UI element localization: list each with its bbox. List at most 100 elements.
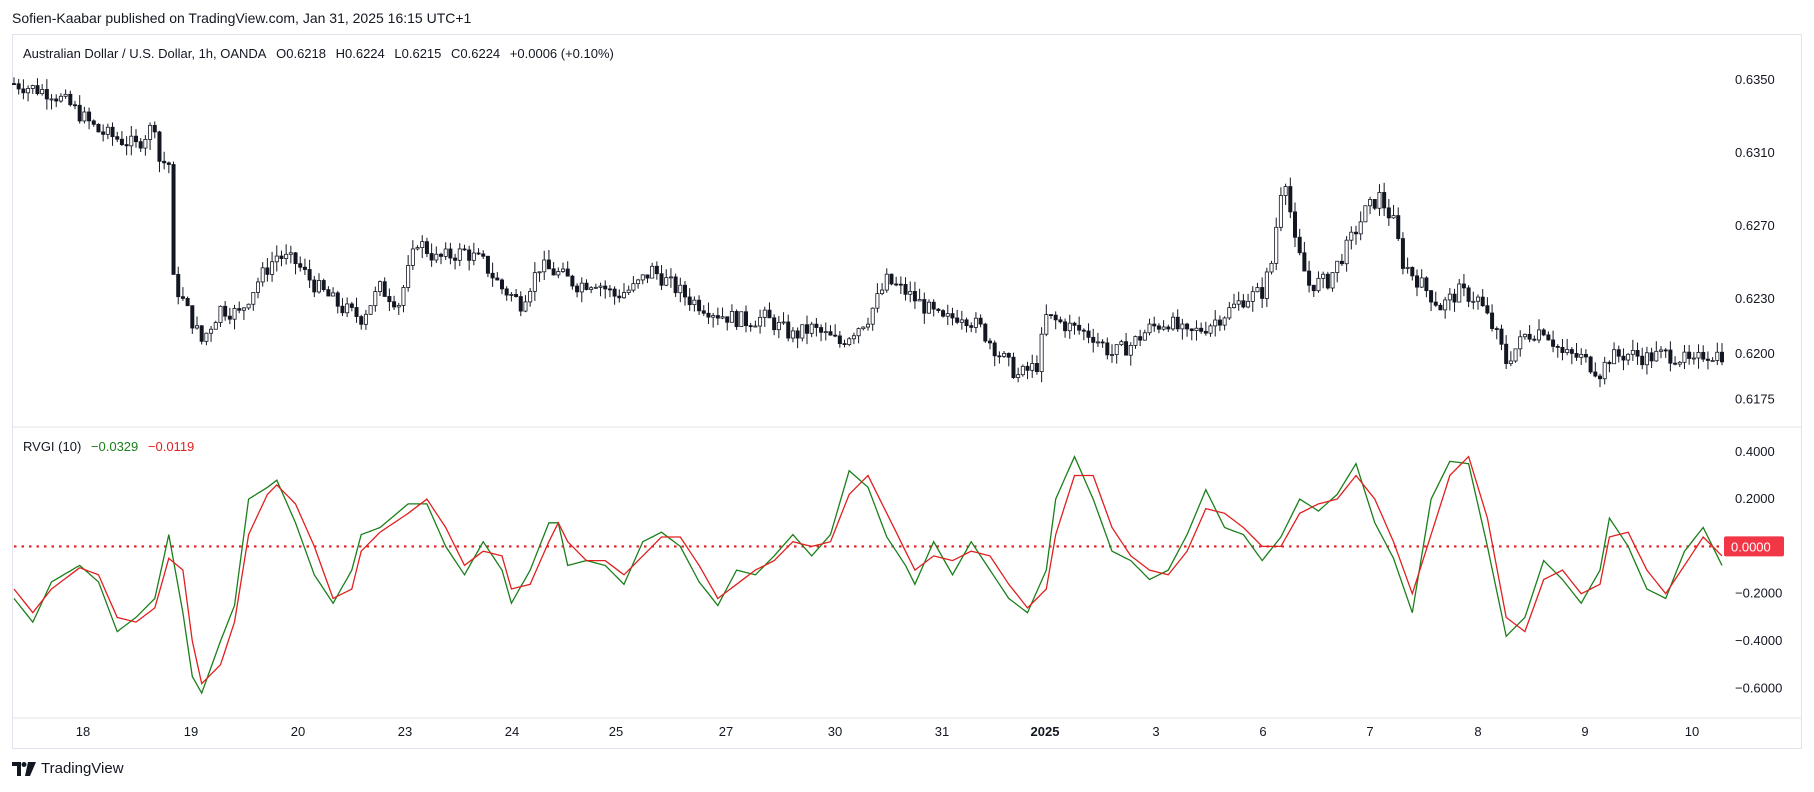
candle [964, 317, 969, 333]
candle [1358, 211, 1363, 241]
candle [190, 305, 195, 334]
indicator-title[interactable]: RVGI (10) [23, 439, 82, 454]
symbol-title[interactable]: Australian Dollar / U.S. Dollar, 1h, OAN… [23, 46, 267, 61]
candle [1185, 322, 1190, 337]
candle [1147, 318, 1152, 336]
candle [293, 251, 298, 275]
candle [227, 307, 232, 325]
candle [1705, 351, 1710, 370]
candle [1100, 339, 1105, 348]
candle [115, 131, 120, 143]
tradingview-logo[interactable]: TradingView [12, 760, 124, 777]
candle [546, 249, 551, 270]
candle [21, 79, 26, 100]
candle [1579, 348, 1584, 365]
candle [617, 289, 622, 303]
candle [1175, 309, 1180, 332]
candle [847, 336, 852, 347]
time-tick-label: 24 [505, 724, 519, 739]
candle [1354, 225, 1359, 245]
time-tick-label: 8 [1474, 724, 1481, 739]
candle [664, 269, 669, 287]
candle [284, 244, 289, 265]
candle [1626, 353, 1631, 366]
candle [1630, 339, 1635, 362]
candle [1325, 271, 1330, 290]
candle [570, 274, 575, 290]
candle [1555, 344, 1560, 358]
candle [1288, 177, 1293, 219]
time-tick-label: 19 [184, 724, 198, 739]
price-tick-label: 0.6310 [1735, 145, 1775, 160]
candle [1363, 205, 1368, 223]
candle [842, 339, 847, 348]
time-tick-label: 3 [1152, 724, 1159, 739]
candle [406, 255, 411, 292]
candle [781, 312, 786, 325]
candle [673, 273, 678, 297]
candle [1297, 228, 1302, 256]
candle [1438, 303, 1443, 311]
candle [255, 277, 260, 299]
candle [1569, 347, 1574, 365]
candle [1335, 260, 1340, 283]
time-axis: 18 19 20 23 24 25 27 30 31 2025 3 6 7 8 9 10 [76, 724, 1699, 739]
signal-value: −0.0119 [147, 439, 195, 454]
candle [133, 129, 138, 148]
candle [1339, 253, 1344, 266]
candle [148, 122, 153, 150]
candle [1527, 325, 1532, 343]
candle [1086, 323, 1091, 344]
candle [711, 312, 716, 328]
candle [1241, 294, 1246, 309]
candle [1368, 196, 1373, 215]
rvgi-tick-label: −0.6000 [1735, 680, 1782, 695]
candle [1551, 330, 1556, 353]
candle [1607, 360, 1612, 373]
candle [1227, 301, 1232, 321]
candle [518, 291, 523, 317]
candle [1278, 187, 1283, 232]
candle [1598, 373, 1603, 388]
candle [1659, 346, 1664, 359]
candle [1710, 357, 1715, 362]
candle [54, 94, 59, 108]
chart-frame[interactable] [12, 34, 1802, 749]
candle [753, 320, 758, 328]
candle [1391, 205, 1396, 219]
candle [1644, 346, 1649, 375]
candle [1053, 311, 1058, 330]
candle [176, 266, 181, 305]
candle [387, 288, 392, 312]
time-tick-label: 31 [935, 724, 949, 739]
candle [443, 242, 448, 261]
candle [1152, 316, 1157, 332]
price-tick-label: 0.6175 [1735, 392, 1775, 407]
candle [1513, 348, 1518, 363]
candle [11, 77, 16, 86]
candle [725, 316, 730, 331]
candle [396, 302, 401, 315]
candle [1171, 312, 1176, 331]
candle [194, 316, 199, 330]
candle [232, 304, 237, 330]
candle [1447, 287, 1452, 311]
candle [1424, 276, 1429, 298]
candle [1419, 269, 1424, 288]
candle [1668, 341, 1673, 372]
candle [945, 304, 950, 326]
candle [185, 296, 190, 307]
candle [654, 261, 659, 280]
candle [26, 85, 31, 102]
candle [495, 272, 500, 281]
ohlc-high: H0.6224 [335, 46, 385, 61]
candle [1236, 291, 1241, 311]
candle [481, 250, 486, 260]
candle [762, 306, 767, 328]
candle [1072, 321, 1077, 335]
candle [316, 273, 321, 294]
candle [579, 277, 584, 303]
candle [392, 295, 397, 311]
candle [1203, 321, 1208, 336]
